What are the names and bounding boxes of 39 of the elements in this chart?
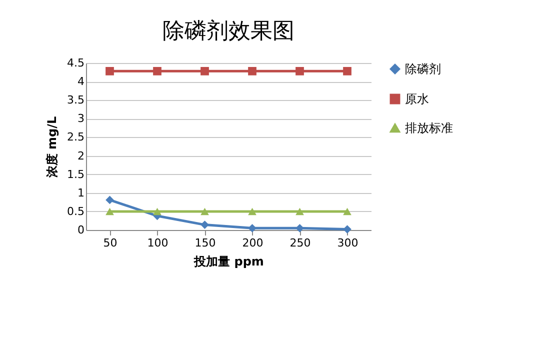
y-tick-label: 1 — [78, 186, 84, 200]
y-axis-title: 浓度 mg/L — [45, 116, 60, 179]
point — [248, 208, 256, 216]
y-tick-label: 1.5 — [67, 168, 84, 181]
point — [200, 220, 209, 229]
y-tick-label: 0.5 — [67, 204, 84, 218]
point — [343, 225, 352, 234]
y-tick-label: 0 — [78, 224, 84, 236]
point — [153, 66, 162, 76]
point — [296, 224, 304, 232]
x-tick-label: 200 — [242, 236, 264, 250]
point — [248, 224, 256, 232]
y-tick-label: 3.5 — [67, 94, 84, 107]
point — [343, 208, 352, 216]
point — [106, 208, 114, 216]
point — [296, 208, 304, 216]
point — [106, 66, 114, 76]
legend-label: 除磷剂 — [405, 62, 441, 76]
x-tick-label: 100 — [147, 236, 168, 250]
y-tick-label: 2.5 — [67, 130, 84, 144]
point — [343, 66, 352, 76]
legend-label: 原水 — [405, 92, 429, 106]
point — [296, 66, 304, 76]
point — [248, 66, 256, 76]
y-tick-label: 3 — [78, 112, 84, 126]
point — [153, 208, 162, 216]
y-tick-label: 4 — [78, 75, 84, 88]
point — [106, 196, 114, 204]
x-tick-label: 250 — [290, 236, 311, 250]
x-axis-title: 投加量 ppm — [193, 254, 264, 268]
legend-label: 排放标准 — [405, 121, 453, 135]
point — [200, 66, 209, 76]
chart-title: 除磷剂效果图 — [162, 19, 294, 44]
x-tick-label: 300 — [337, 236, 358, 250]
x-tick-label: 150 — [194, 236, 216, 250]
y-tick-label: 2 — [78, 149, 84, 162]
point — [200, 208, 209, 216]
y-tick-label: 4.5 — [67, 56, 84, 70]
x-tick-label: 50 — [103, 236, 118, 250]
